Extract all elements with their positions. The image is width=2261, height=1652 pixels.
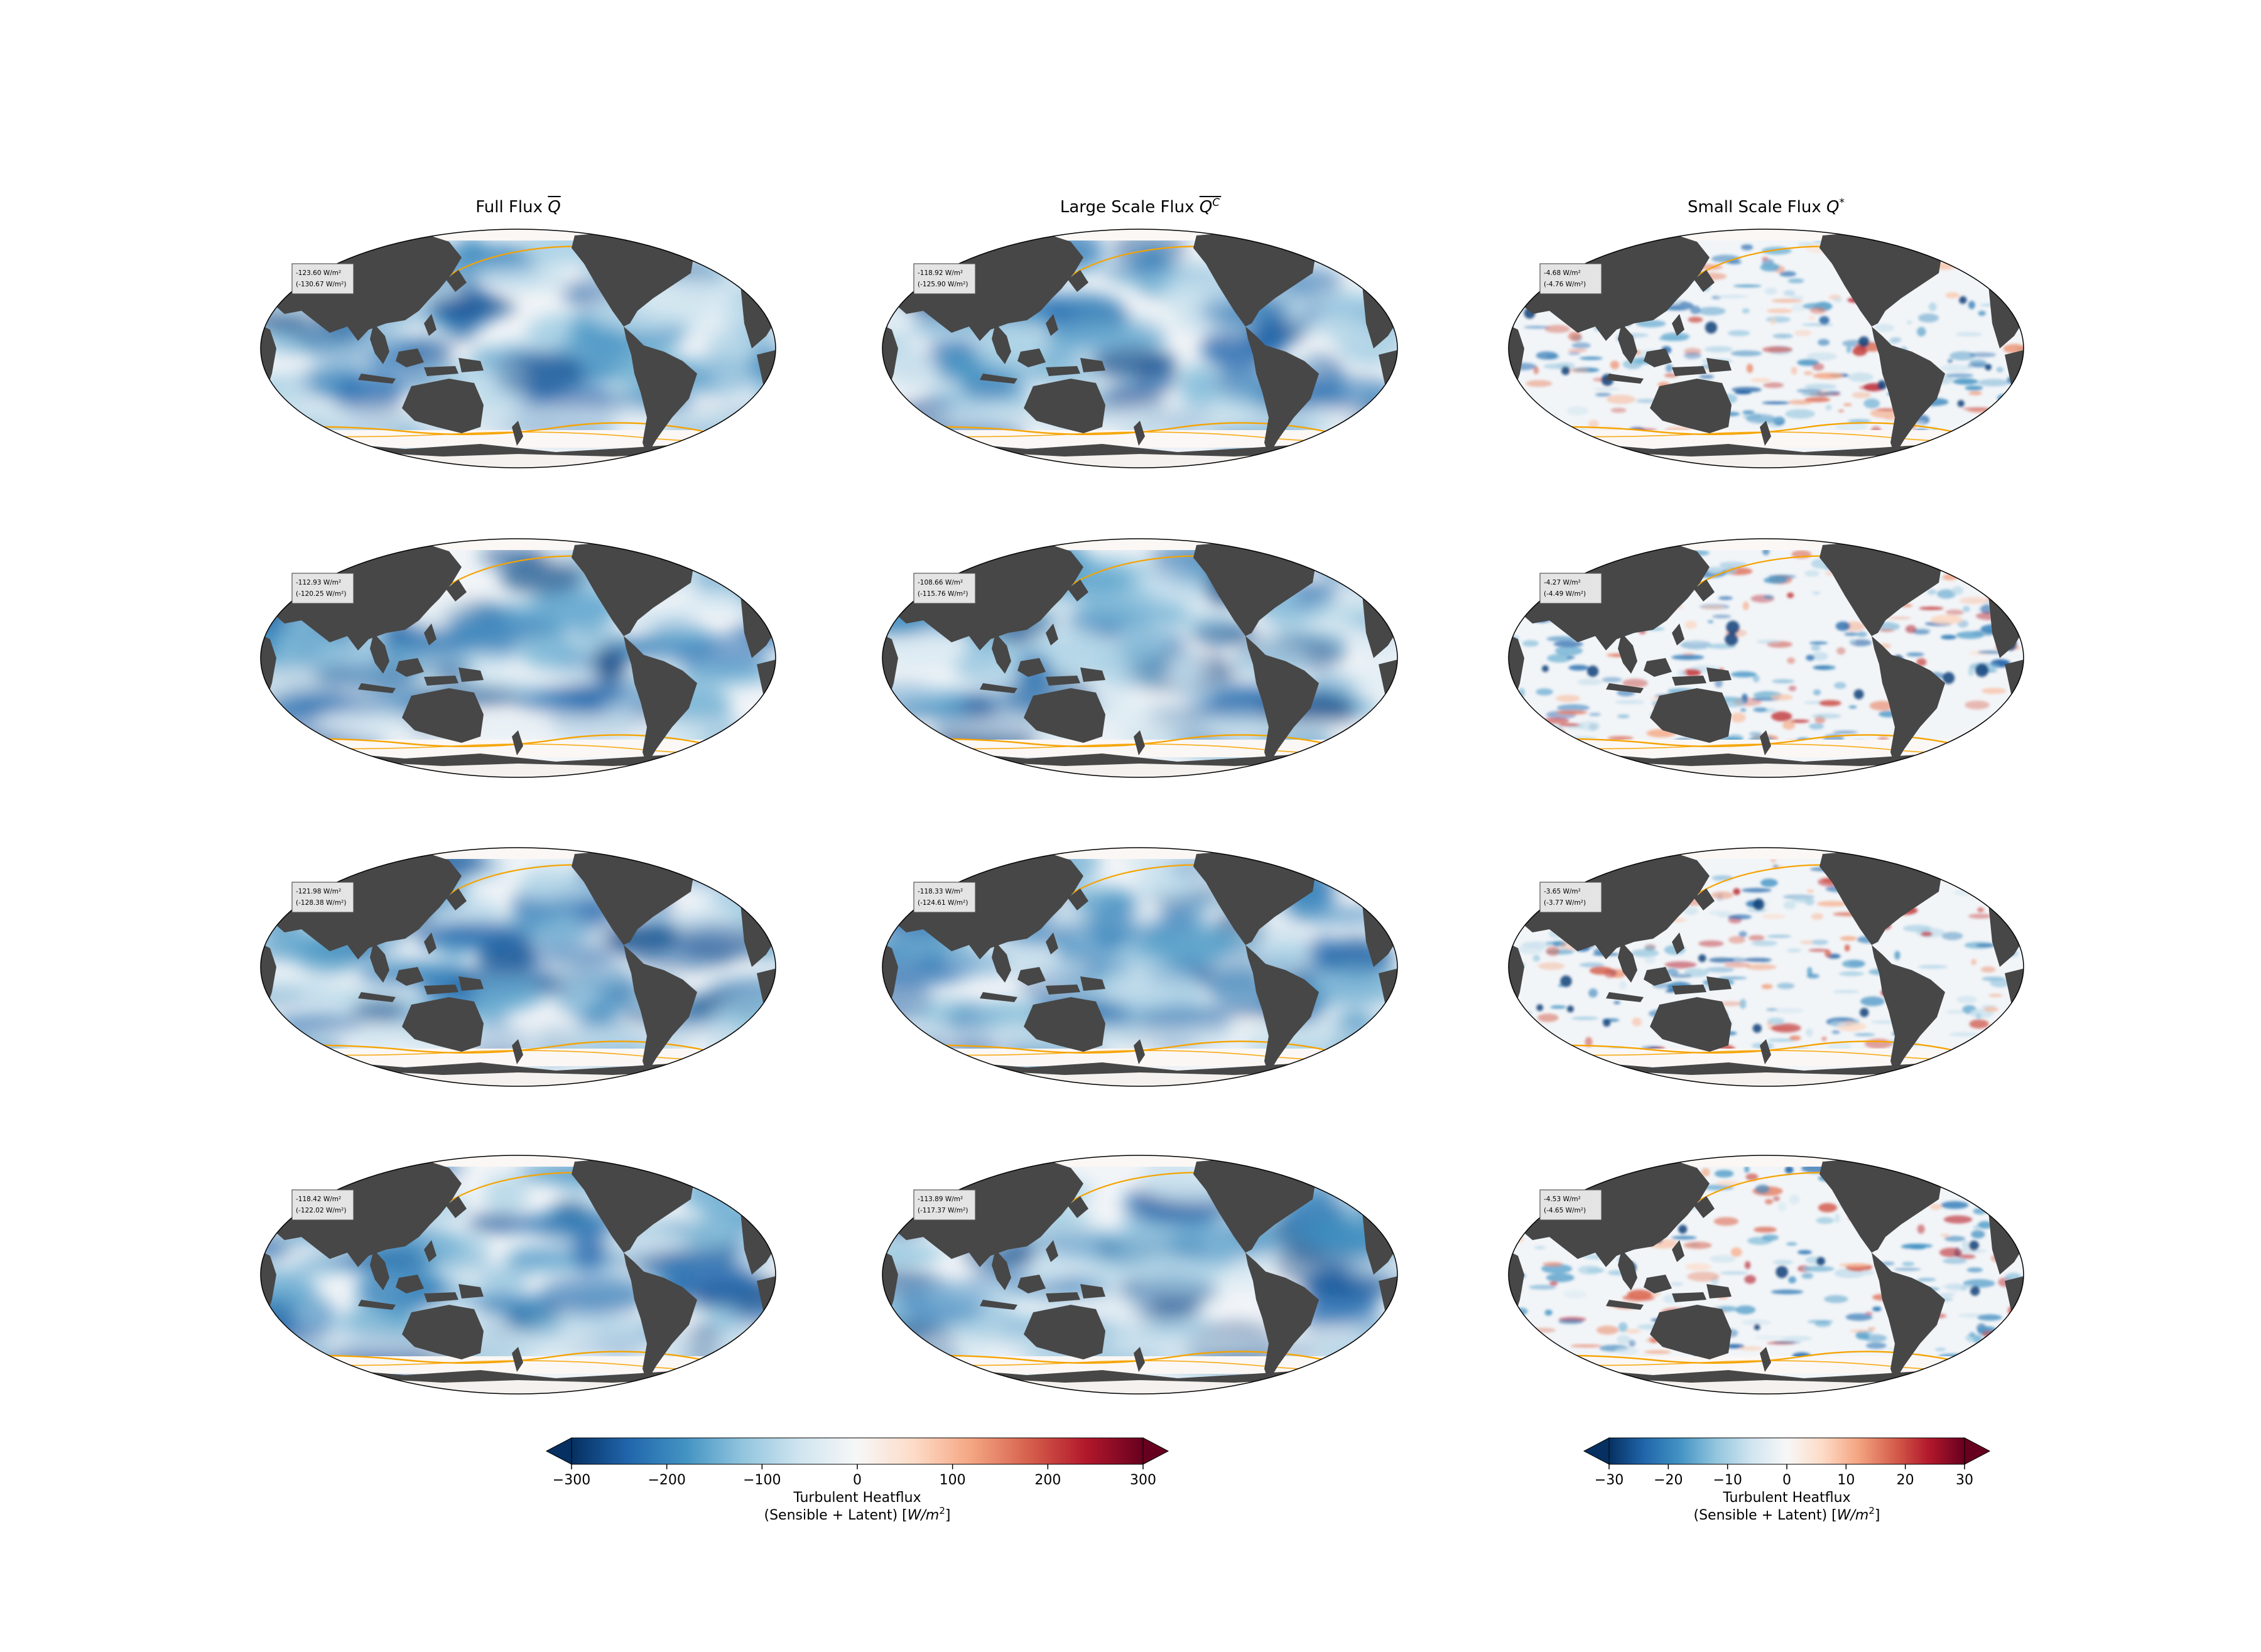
colorbar-tick-label: −10	[1713, 1472, 1742, 1488]
map-panel-r2-c2: -108.66 W/m² (-115.76 W/m²)	[882, 538, 1398, 778]
column-title-3: Small Scale Flux Q*	[1688, 197, 1845, 217]
colorbar-tick-label: −100	[743, 1472, 781, 1488]
stats-box: -118.92 W/m² (-125.90 W/m²)	[913, 263, 976, 294]
column-titles: Full Flux Q Large Scale Flux QC Small Scal…	[475, 196, 1845, 217]
stat-mean: -4.53 W/m²	[1544, 1196, 1581, 1203]
stats-box: -121.98 W/m² (-128.38 W/m²)	[291, 882, 354, 913]
stat-mean-alt: (-124.61 W/m²)	[918, 899, 968, 907]
map-panels: -123.60 W/m² (-130.67 W/m²) -118.92 W/m² (-…	[260, 229, 2024, 1395]
stat-mean: -113.89 W/m²	[918, 1196, 963, 1203]
colorbar-tick-label: 0	[1782, 1472, 1791, 1488]
colorbar-extend-min	[545, 1437, 572, 1465]
stat-mean-alt: (-4.76 W/m²)	[1544, 281, 1586, 288]
colorbar-extend-max	[1964, 1437, 1991, 1465]
colorbar-tick-label: −20	[1654, 1472, 1683, 1488]
stats-box: -108.66 W/m² (-115.76 W/m²)	[913, 573, 976, 604]
map-panel-r2-c1: -112.93 W/m² (-120.25 W/m²)	[260, 538, 776, 778]
stats-box: -3.65 W/m² (-3.77 W/m²)	[1539, 882, 1602, 913]
colorbar-tick-label: 10	[1837, 1472, 1855, 1488]
colorbar-tick-label: −30	[1595, 1472, 1624, 1488]
stat-mean: -4.27 W/m²	[1544, 579, 1581, 586]
map-panel-r1-c3: -4.68 W/m² (-4.76 W/m²)	[1508, 229, 2024, 468]
stat-mean: -118.42 W/m²	[296, 1196, 341, 1203]
stat-mean-alt: (-128.38 W/m²)	[296, 899, 346, 907]
colorbar-extend-min	[1583, 1437, 1610, 1465]
stat-mean-alt: (-4.49 W/m²)	[1544, 590, 1586, 598]
stats-box: -4.27 W/m² (-4.49 W/m²)	[1539, 573, 1602, 604]
map-panel-r1-c1: -123.60 W/m² (-130.67 W/m²)	[260, 229, 776, 468]
colorbar-tick-label: −200	[648, 1472, 685, 1488]
stats-box: -4.68 W/m² (-4.76 W/m²)	[1539, 263, 1602, 294]
stats-box: -123.60 W/m² (-130.67 W/m²)	[291, 263, 354, 294]
stat-mean-alt: (-122.02 W/m²)	[296, 1207, 346, 1214]
colorbar-label-line2: (Sensible + Latent) [W/m2]	[1693, 1505, 1880, 1523]
column-title-2: Large Scale Flux QC	[1060, 197, 1220, 217]
colorbar-label-line1: Turbulent Heatflux	[793, 1490, 921, 1506]
map-panel-r4-c3: -4.53 W/m² (-4.65 W/m²)	[1508, 1155, 2024, 1395]
colorbar-gradient	[1608, 1437, 1965, 1465]
stat-mean-alt: (-115.76 W/m²)	[918, 590, 968, 598]
stat-mean: -123.60 W/m²	[296, 269, 341, 277]
stat-mean-alt: (-117.37 W/m²)	[918, 1207, 968, 1214]
colorbar-extend-max	[1142, 1437, 1169, 1465]
stat-mean: -118.33 W/m²	[918, 888, 963, 895]
stat-mean: -121.98 W/m²	[296, 888, 341, 895]
map-panel-r2-c3: -4.27 W/m² (-4.49 W/m²)	[1508, 538, 2024, 778]
stat-mean: -118.92 W/m²	[918, 269, 963, 277]
colorbar-tick-label: −300	[553, 1472, 590, 1488]
stats-box: -112.93 W/m² (-120.25 W/m²)	[291, 573, 354, 604]
map-panel-r3-c3: -3.65 W/m² (-3.77 W/m²)	[1508, 847, 2024, 1087]
stat-mean: -3.65 W/m²	[1544, 888, 1581, 895]
stat-mean: -112.93 W/m²	[296, 579, 341, 586]
colorbar-tick-label: 300	[1130, 1472, 1156, 1488]
colorbar-label-line2: (Sensible + Latent) [W/m2]	[764, 1505, 950, 1523]
colorbar-tick-label: 100	[940, 1472, 966, 1488]
stat-mean: -4.68 W/m²	[1544, 269, 1581, 277]
colorbar-label-line1: Turbulent Heatflux	[1722, 1490, 1850, 1506]
stat-mean-alt: (-4.65 W/m²)	[1544, 1207, 1586, 1214]
colorbar-gradient	[571, 1437, 1144, 1465]
stat-mean: -108.66 W/m²	[918, 579, 963, 586]
colorbar-2: −30 −20 −10 0 10 20 30 Turbulent Heatflux(Sensi…	[1583, 1437, 1991, 1523]
map-panel-r4-c1: -118.42 W/m² (-122.02 W/m²)	[260, 1155, 776, 1395]
colorbar-tick-label: 200	[1034, 1472, 1061, 1488]
map-panel-r3-c2: -118.33 W/m² (-124.61 W/m²)	[882, 847, 1398, 1087]
colorbar-1: −300 −200 −100 0 100 200 300 Turbulent Heatflux…	[545, 1437, 1169, 1523]
stats-box: -118.42 W/m² (-122.02 W/m²)	[291, 1189, 354, 1221]
stats-box: -4.53 W/m² (-4.65 W/m²)	[1539, 1189, 1602, 1221]
colorbar-tick-label: 30	[1956, 1472, 1973, 1488]
column-title-1: Full Flux Q	[475, 198, 561, 217]
stats-box: -113.89 W/m² (-117.37 W/m²)	[913, 1189, 976, 1221]
stat-mean-alt: (-130.67 W/m²)	[296, 281, 346, 288]
stats-box: -118.33 W/m² (-124.61 W/m²)	[913, 882, 976, 913]
map-panel-r4-c2: -113.89 W/m² (-117.37 W/m²)	[882, 1155, 1398, 1395]
map-panel-r1-c2: -118.92 W/m² (-125.90 W/m²)	[882, 229, 1398, 468]
colorbar-tick-label: 20	[1897, 1472, 1914, 1488]
colorbar-tick-label: 0	[853, 1472, 862, 1488]
stat-mean-alt: (-120.25 W/m²)	[296, 590, 346, 598]
stat-mean-alt: (-3.77 W/m²)	[1544, 899, 1586, 907]
stat-mean-alt: (-125.90 W/m²)	[918, 281, 968, 288]
map-panel-r3-c1: -121.98 W/m² (-128.38 W/m²)	[260, 847, 776, 1087]
